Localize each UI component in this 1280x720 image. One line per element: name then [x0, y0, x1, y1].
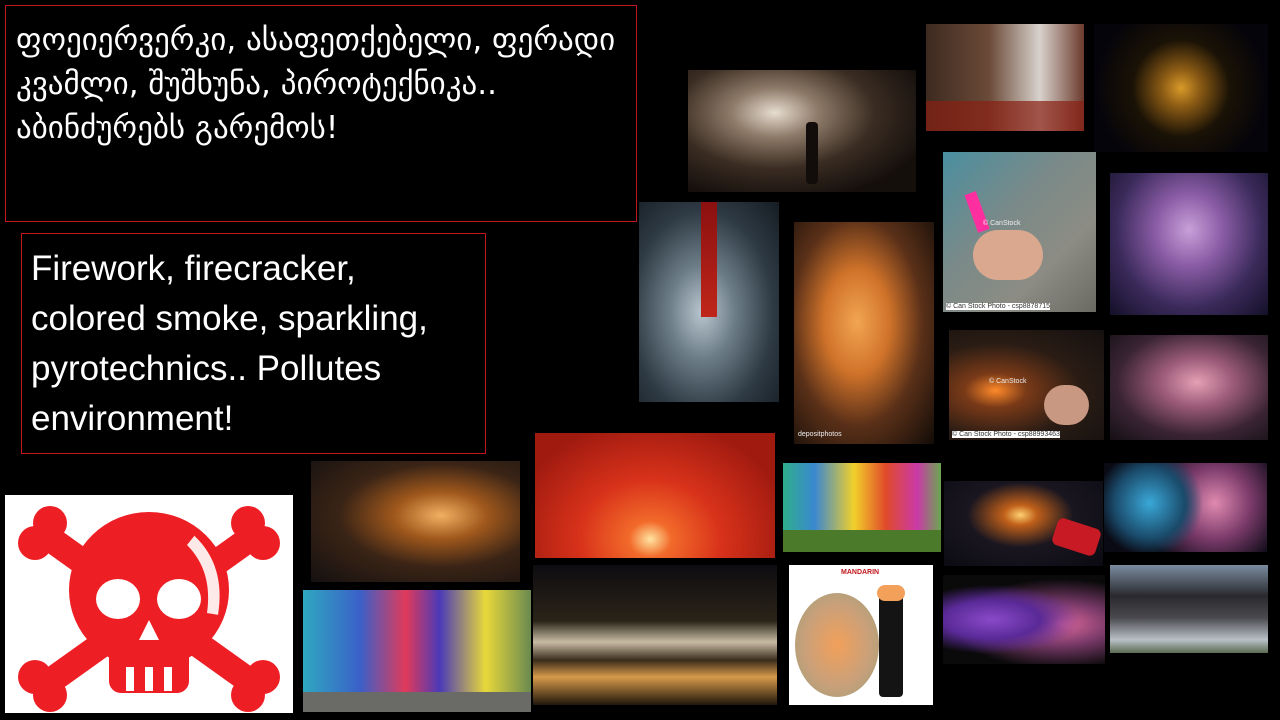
firecracker-string [701, 202, 717, 317]
photo-colorful-fireworks-sky [1104, 463, 1267, 552]
photo-hand-smoke-grenade: © CanStock © Can Stock Photo - csp887871… [943, 152, 1096, 312]
photo-fireworks-lake [533, 565, 777, 705]
photo-firecracker-sparks [944, 481, 1103, 566]
smoke-canister [879, 593, 903, 697]
person-silhouette [806, 122, 818, 184]
photo-fireworks-burst-gold [1094, 24, 1268, 152]
photo-purple-fireworks [1110, 173, 1268, 315]
english-text: Firework, firecracker, colored smoke, sp… [31, 249, 428, 438]
photo-sparkler-fountain-ground [311, 461, 520, 582]
photo-colored-smoke-woods [303, 590, 531, 712]
photo-purple-pink-smoke [943, 575, 1105, 664]
english-text-box: Firework, firecracker, colored smoke, sp… [21, 233, 486, 454]
photo-red-fountain [535, 433, 775, 558]
watermark-canstock-footer-2: © Can Stock Photo - csp88993463 [952, 431, 1060, 438]
poison-symbol [5, 495, 293, 713]
photo-firecracker-smoke [639, 202, 779, 402]
photo-pink-smoke-field [1110, 335, 1268, 440]
watermark-depositphotos: depositphotos [798, 431, 842, 438]
photo-colored-smoke-bottles [783, 463, 941, 552]
photo-firework-fountain-man [688, 70, 916, 192]
watermark-mandarin: MANDARIN [841, 569, 880, 576]
watermark-canstock-1: © CanStock [983, 220, 1021, 227]
photo-black-smoke-buildings [1110, 565, 1268, 653]
photo-hand-sparkler: © CanStock © Can Stock Photo - csp889934… [949, 330, 1104, 440]
georgian-text: ფოეიერვერკი, ასაფეთქებელი, ფერადი კვამლი… [16, 22, 616, 146]
photo-orange-fountain: depositphotos [794, 222, 934, 444]
photo-sparklers-street [926, 24, 1084, 131]
watermark-canstock-footer-1: © Can Stock Photo - csp8878715 [946, 303, 1050, 310]
hand [973, 230, 1043, 280]
watermark-canstock-2: © CanStock [989, 378, 1027, 385]
georgian-text-box: ფოეიერვერკი, ასაფეთქებელი, ფერადი კვამლი… [5, 5, 637, 222]
skull-and-crossbones-icon [18, 506, 280, 712]
photo-smoke-canister-product: MANDARIN [789, 565, 933, 705]
